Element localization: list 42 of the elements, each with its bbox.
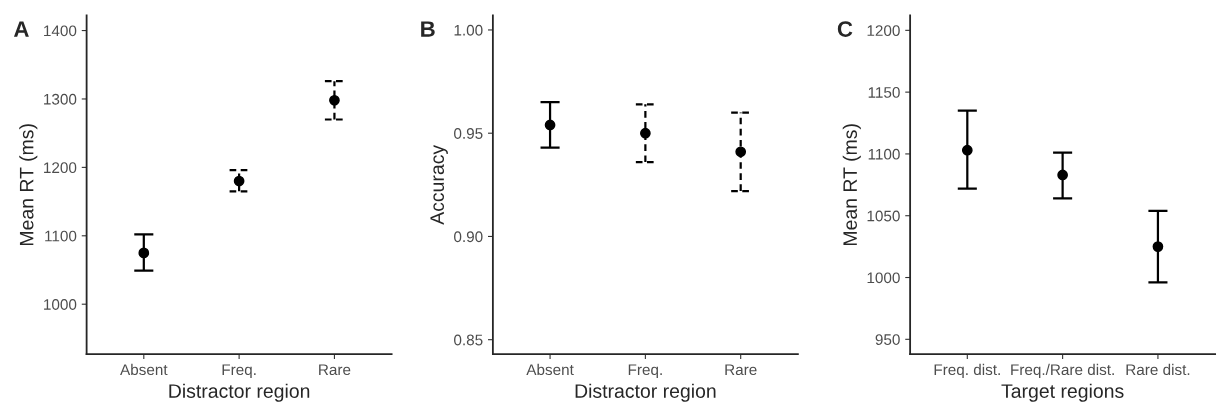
y-tick-label: 0.90 bbox=[454, 231, 483, 243]
point bbox=[961, 144, 973, 156]
y-tick-label: 1.00 bbox=[454, 24, 483, 36]
point bbox=[1152, 241, 1164, 252]
point bbox=[1057, 169, 1068, 181]
x-axis-title: Distractor region bbox=[169, 383, 310, 402]
y-tick-label: 1400 bbox=[44, 25, 77, 37]
chart-title: B bbox=[421, 21, 435, 37]
x-tick-label: Rare dist. bbox=[1126, 363, 1190, 376]
y-axis-title: Accuracy bbox=[430, 144, 448, 225]
x-tick-label: Freq. dist. bbox=[934, 363, 1000, 379]
x-axis-title: Distractor region bbox=[575, 383, 716, 402]
x-tick-label: Freq./Rare dist. bbox=[1011, 363, 1114, 379]
y-tick-label: 950 bbox=[875, 334, 900, 345]
y-axis-title: Mean RT (ms) bbox=[842, 124, 861, 245]
point bbox=[138, 247, 150, 259]
x-axis-title: Target regions bbox=[1001, 383, 1124, 402]
y-tick-label: 1000 bbox=[867, 272, 900, 284]
y-axis-title: Mean RT (ms) bbox=[19, 124, 38, 245]
y-tick-label: 1100 bbox=[868, 148, 900, 160]
y-tick-label: 1100 bbox=[45, 230, 77, 242]
x-tick-label: Rare bbox=[319, 364, 351, 376]
x-tick-label: Freq. bbox=[222, 364, 256, 379]
point bbox=[329, 94, 340, 106]
x-tick-label: Rare bbox=[725, 364, 757, 376]
chart-title: C bbox=[837, 21, 853, 37]
y-tick-label: 0.95 bbox=[454, 128, 483, 139]
y-tick-label: 0.85 bbox=[454, 334, 483, 346]
x-tick-label: Freq. bbox=[628, 364, 662, 379]
point bbox=[233, 175, 245, 187]
chart-title: A bbox=[13, 21, 29, 37]
point bbox=[640, 127, 651, 139]
y-tick-label: 1300 bbox=[44, 93, 77, 105]
y-tick-label: 1000 bbox=[44, 299, 77, 310]
x-tick-label: Absent bbox=[120, 363, 168, 376]
y-tick-label: 1150 bbox=[868, 87, 900, 98]
y-tick-label: 1050 bbox=[867, 210, 900, 222]
point bbox=[544, 119, 556, 131]
y-tick-label: 1200 bbox=[867, 25, 900, 37]
point bbox=[735, 146, 747, 158]
y-tick-label: 1200 bbox=[44, 162, 77, 174]
x-tick-label: Absent bbox=[526, 363, 574, 376]
